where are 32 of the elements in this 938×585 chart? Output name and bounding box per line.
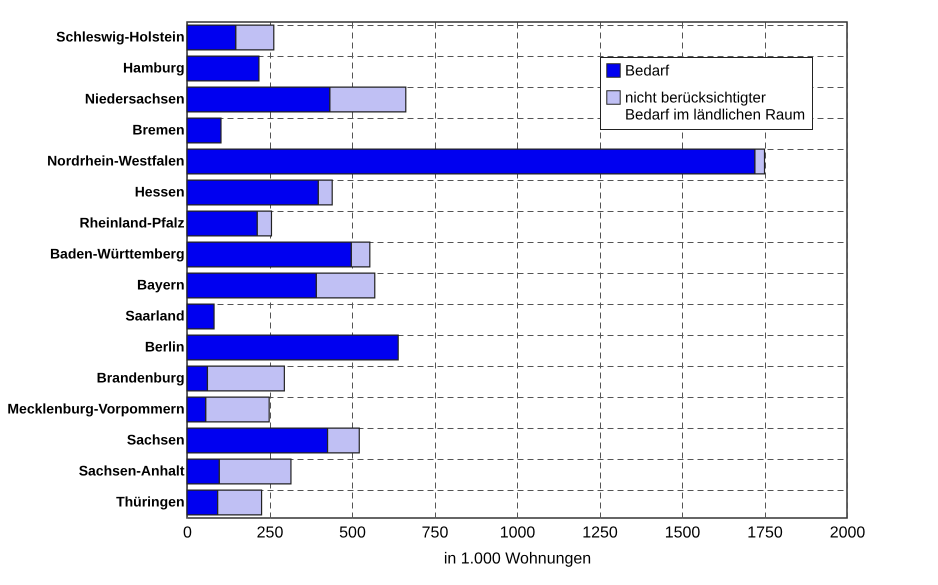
x-tick-label: 250 [256, 524, 284, 542]
y-tick-label: Bremen [132, 122, 184, 138]
x-tick-label: 1250 [582, 524, 618, 542]
y-tick-label: Nordrhein-Westfalen [47, 152, 184, 168]
y-tick-label: Hamburg [123, 60, 184, 76]
x-tick-label: 750 [422, 524, 448, 542]
y-tick-label: Niedersachsen [84, 90, 184, 106]
y-tick-label: Hessen [134, 184, 184, 200]
x-tick-label: 500 [339, 524, 366, 542]
x-tick-label: 2000 [830, 524, 866, 542]
y-tick-label: Berlin [144, 338, 184, 354]
y-tick-label: Rheinland-Pfalz [79, 214, 184, 230]
x-tick-label: 1000 [500, 524, 536, 542]
legend-label: Bedarf [625, 62, 670, 80]
bar [186, 118, 222, 144]
y-tick-label: Mecklenburg-Vorpommern [7, 400, 184, 416]
x-axis-title: in 1.000 Wohnungen [444, 550, 592, 568]
legend-label: nicht berücksichtigter Bedarf im ländlichen Raum [625, 90, 806, 124]
bar [186, 56, 260, 82]
x-tick-label: 1500 [664, 524, 700, 542]
x-tick-label: 0 [183, 524, 192, 542]
y-tick-label: Sachsen [126, 432, 184, 448]
x-tick-label: 1750 [747, 524, 783, 542]
y-tick-label: Sachsen-Anhalt [78, 462, 185, 478]
y-tick-label: Baden-Württemberg [50, 246, 184, 262]
y-tick-label: Schleswig-Holstein [56, 28, 184, 44]
y-tick-label: Saarland [125, 308, 184, 324]
y-tick-label: Brandenburg [96, 370, 184, 386]
y-tick-label: Bayern [137, 276, 184, 292]
bar [186, 334, 399, 360]
y-tick-label: Thüringen [116, 494, 184, 510]
bar [186, 304, 215, 330]
